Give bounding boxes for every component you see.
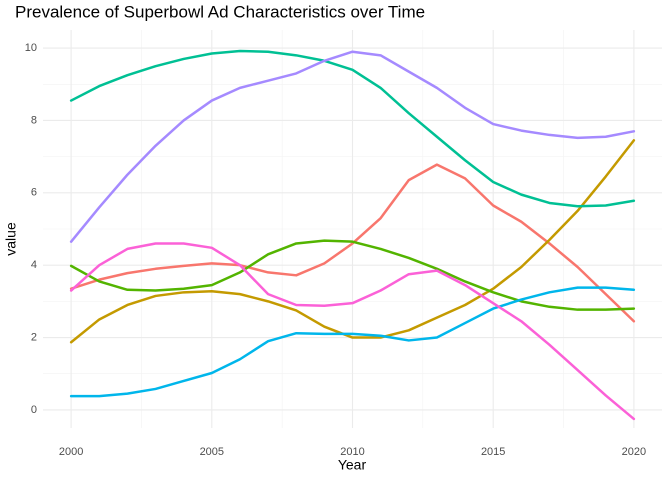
- series-line: [69, 139, 636, 344]
- y-tick-label: 2: [31, 331, 37, 343]
- x-tick-label: 2020: [622, 446, 646, 458]
- grid: [43, 30, 662, 428]
- series-line: [69, 286, 636, 398]
- y-tick-label: 6: [31, 187, 37, 199]
- x-tick-label: 2005: [200, 446, 224, 458]
- lines: [69, 49, 636, 421]
- y-tick-label: 8: [31, 114, 37, 126]
- series-line: [69, 49, 636, 208]
- series-line: [69, 50, 636, 243]
- y-tick-label: 0: [31, 404, 37, 416]
- x-tick-label: 2000: [59, 446, 83, 458]
- y-axis-title: value: [3, 222, 19, 256]
- y-tick-label: 4: [31, 259, 37, 271]
- y-tick-label: 10: [25, 42, 37, 54]
- series-line: [69, 239, 636, 311]
- series-line: [69, 163, 636, 323]
- x-tick-label: 2015: [481, 446, 505, 458]
- x-axis-title: Year: [338, 457, 367, 473]
- series-line: [69, 242, 636, 421]
- x-tick-label: 2010: [340, 446, 364, 458]
- chart-title: Prevalence of Superbowl Ad Characteristi…: [15, 2, 425, 21]
